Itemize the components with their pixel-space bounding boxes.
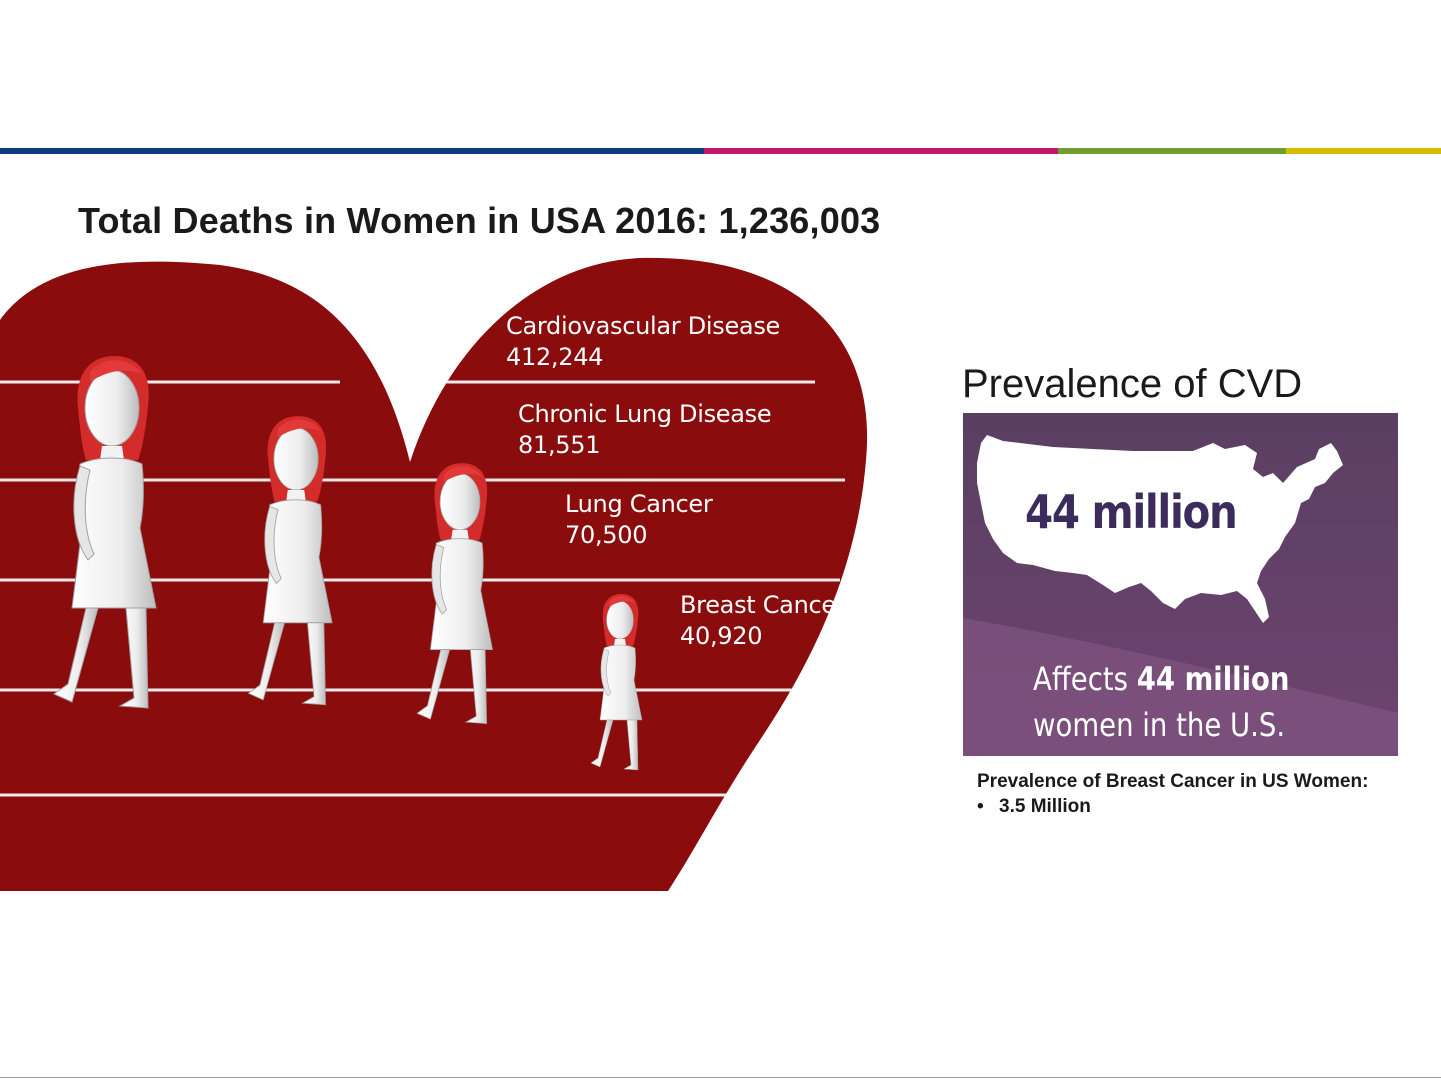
accent-bar-green <box>1058 148 1286 154</box>
cvd-map-value: 44 million <box>1025 485 1238 539</box>
cvd-panel: 44 million Affects 44 million women in t… <box>963 413 1398 756</box>
cause-name: Breast Cancer <box>680 591 846 619</box>
cvd-title: Prevalence of CVD <box>962 362 1303 406</box>
cvd-affects-text: Affects 44 million women in the U.S. <box>1033 656 1290 748</box>
breast-cancer-prevalence-item: • 3.5 Million <box>977 796 1091 818</box>
cause-value: 40,920 <box>680 622 763 650</box>
cause-label-breast-cancer: Breast Cancer 40,920 <box>680 590 846 652</box>
cause-name: Chronic Lung Disease <box>518 400 772 428</box>
cause-name: Cardiovascular Disease <box>506 312 780 340</box>
bullet-symbol: • <box>977 796 984 817</box>
heart-graphic <box>0 257 868 891</box>
affects-prefix: Affects <box>1033 660 1137 698</box>
accent-bar-yellow <box>1286 148 1441 154</box>
bottom-rule <box>0 1077 1441 1078</box>
cause-label-lung-cancer: Lung Cancer 70,500 <box>565 489 713 551</box>
cause-label-chronic-lung: Chronic Lung Disease 81,551 <box>518 399 772 461</box>
cause-value: 81,551 <box>518 431 601 459</box>
cause-name: Lung Cancer <box>565 490 713 518</box>
cvd-panel-graphic <box>963 413 1398 756</box>
cause-value: 412,244 <box>506 343 604 371</box>
us-map-shape <box>977 435 1343 623</box>
accent-bar-blue <box>0 148 704 154</box>
affects-line2: women in the U.S. <box>1033 706 1286 744</box>
accent-bar-magenta <box>704 148 1058 154</box>
cause-value: 70,500 <box>565 521 648 549</box>
slide-title: Total Deaths in Women in USA 2016: 1,236… <box>78 200 881 241</box>
affects-bold-value: 44 million <box>1136 660 1290 698</box>
cause-label-cardiovascular: Cardiovascular Disease 412,244 <box>506 311 780 373</box>
bullet-text: 3.5 Million <box>999 796 1091 817</box>
breast-cancer-prevalence-heading: Prevalence of Breast Cancer in US Women: <box>977 771 1369 792</box>
